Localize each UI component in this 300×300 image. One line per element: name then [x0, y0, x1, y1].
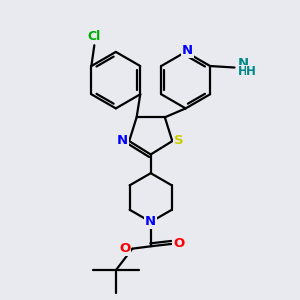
Text: N: N — [145, 215, 156, 228]
Text: Cl: Cl — [88, 30, 101, 44]
Text: O: O — [173, 237, 184, 250]
Text: N: N — [237, 57, 248, 70]
Text: H: H — [238, 65, 248, 79]
Text: N: N — [182, 44, 193, 57]
Text: H: H — [246, 65, 256, 79]
Text: N: N — [117, 134, 128, 147]
Text: S: S — [174, 134, 184, 147]
Text: O: O — [119, 242, 130, 255]
